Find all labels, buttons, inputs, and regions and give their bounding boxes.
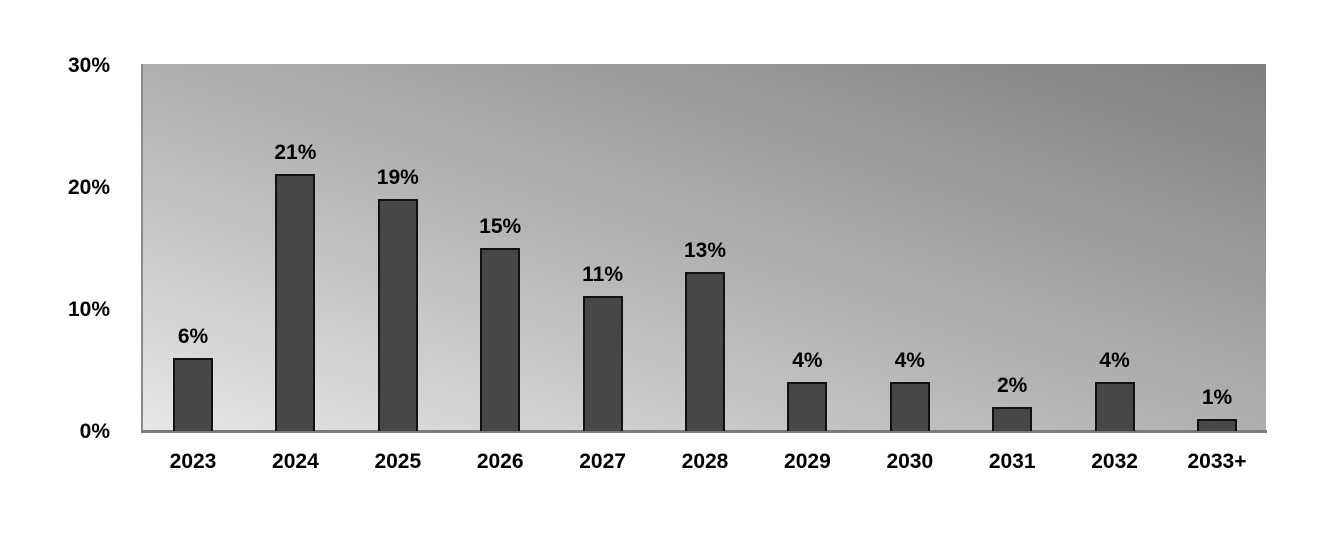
y-tick-30: 30% <box>67 54 110 77</box>
value-label-2030: 4% <box>894 349 925 373</box>
x-tick-2029: 2029 <box>784 450 831 473</box>
bar-2031 <box>992 406 1033 431</box>
bar-2028 <box>685 271 725 431</box>
x-tick-2027: 2027 <box>579 450 626 473</box>
value-label-2026: 15% <box>479 214 522 238</box>
x-tick-2031: 2031 <box>988 450 1036 473</box>
bar-2024 <box>275 174 316 431</box>
value-label-2028: 13% <box>683 238 727 262</box>
x-tick-2032: 2032 <box>1091 450 1138 473</box>
bar-2033+ <box>1197 418 1237 431</box>
value-label-2032: 4% <box>1099 349 1130 373</box>
value-label-2033+: 1% <box>1201 385 1233 409</box>
y-tick-10: 10% <box>67 298 110 321</box>
x-tick-2023: 2023 <box>169 450 217 473</box>
bar-2025 <box>377 198 418 431</box>
bar-2027 <box>582 296 623 431</box>
x-tick-2030: 2030 <box>886 450 934 473</box>
x-axis-line <box>141 430 1267 433</box>
bar-2030 <box>889 382 930 431</box>
bar-2023 <box>173 357 213 431</box>
bar-2026 <box>480 247 521 431</box>
x-tick-2026: 2026 <box>476 450 524 473</box>
value-label-2024: 21% <box>274 141 317 165</box>
y-tick-20: 20% <box>67 176 110 199</box>
bar-2029 <box>787 382 828 431</box>
value-label-2029: 4% <box>792 349 823 373</box>
x-tick-2033+: 2033+ <box>1187 450 1247 473</box>
bar-2032 <box>1094 382 1135 431</box>
value-label-2027: 11% <box>582 263 624 287</box>
x-tick-2028: 2028 <box>681 450 729 473</box>
value-label-2023: 6% <box>177 324 209 348</box>
x-tick-2024: 2024 <box>272 450 319 473</box>
value-label-2031: 2% <box>997 373 1028 397</box>
x-tick-2025: 2025 <box>374 450 422 473</box>
value-label-2025: 19% <box>376 165 419 189</box>
y-tick-0: 0% <box>79 420 110 443</box>
